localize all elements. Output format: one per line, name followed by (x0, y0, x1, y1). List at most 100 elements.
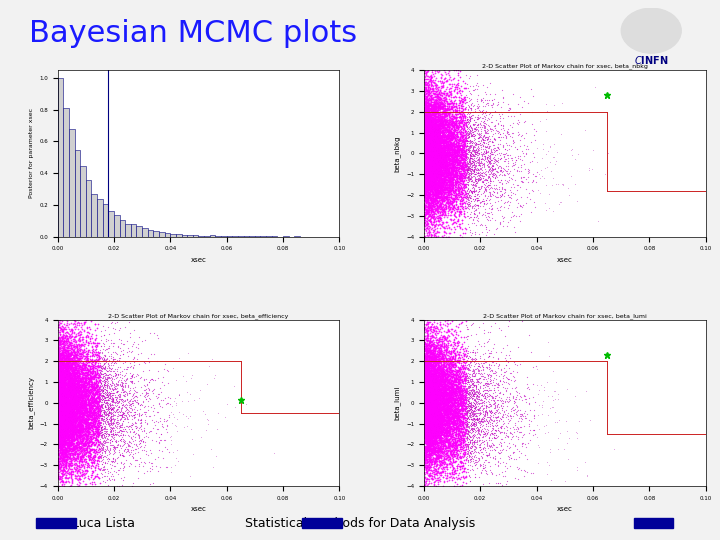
Point (422, 346, 433, 354)
Point (79, 449, 91, 458)
Point (61, 362, 73, 370)
Point (441, 105, 453, 113)
Point (461, 417, 472, 426)
Point (420, 146, 431, 155)
Point (431, 168, 442, 177)
Point (69, 422, 81, 431)
Point (481, 126, 492, 135)
Point (430, 123, 441, 132)
Point (67, 397, 78, 406)
Point (173, 390, 184, 399)
Point (448, 400, 459, 408)
Point (474, 167, 486, 176)
Point (420, 405, 432, 414)
Point (451, 437, 462, 446)
Point (418, 91, 430, 100)
Point (426, 361, 438, 369)
Point (434, 388, 446, 396)
Point (80, 392, 91, 401)
Point (471, 388, 482, 396)
Point (439, 389, 451, 398)
Point (102, 428, 113, 437)
Point (430, 122, 441, 131)
Point (444, 396, 455, 405)
Point (68, 420, 80, 429)
Point (469, 407, 480, 416)
Point (421, 112, 433, 120)
Point (457, 162, 469, 171)
Point (58, 370, 70, 379)
Point (424, 104, 436, 113)
Point (88, 441, 99, 449)
Point (54, 339, 66, 347)
Point (426, 388, 437, 397)
Point (423, 426, 435, 434)
Point (431, 413, 443, 421)
Point (430, 437, 441, 446)
Point (70, 447, 81, 456)
Point (63, 374, 75, 383)
Point (431, 426, 442, 434)
Point (421, 167, 433, 176)
Point (56, 423, 68, 431)
Point (63, 328, 74, 337)
Point (268, 449, 279, 457)
Point (425, 357, 436, 366)
Point (433, 420, 445, 429)
Point (467, 353, 478, 362)
Point (440, 95, 451, 104)
Point (90, 403, 102, 411)
Point (423, 181, 435, 190)
Point (424, 141, 436, 150)
Point (449, 107, 460, 116)
Point (78, 418, 89, 427)
Point (446, 436, 458, 444)
Point (434, 383, 446, 392)
Point (450, 164, 462, 173)
Point (89, 444, 100, 453)
Point (432, 438, 444, 447)
Point (419, 159, 431, 167)
Point (438, 102, 450, 110)
Point (73, 362, 85, 370)
Point (61, 422, 73, 431)
Point (60, 400, 71, 408)
Point (55, 374, 66, 382)
Point (419, 377, 431, 386)
Point (431, 409, 442, 418)
Point (450, 133, 462, 142)
Point (428, 343, 440, 352)
Point (449, 359, 461, 368)
Point (437, 368, 449, 376)
Point (420, 385, 432, 394)
Point (91, 400, 103, 408)
Point (424, 205, 436, 214)
Point (55, 354, 67, 363)
Point (428, 381, 440, 390)
Point (430, 437, 441, 445)
Point (493, 403, 505, 411)
Point (67, 384, 78, 393)
Point (448, 145, 459, 153)
Point (454, 375, 466, 383)
Point (58, 429, 70, 437)
Point (89, 417, 101, 426)
Point (448, 141, 459, 150)
Point (71, 397, 83, 406)
Point (150, 437, 162, 445)
Point (421, 186, 433, 195)
Point (424, 405, 436, 414)
Point (435, 394, 446, 402)
Point (86, 382, 98, 390)
Point (489, 446, 500, 455)
Point (462, 130, 473, 139)
Point (85, 376, 96, 384)
Point (431, 172, 443, 181)
Point (449, 444, 461, 453)
Point (421, 174, 433, 183)
Point (449, 137, 460, 145)
Point (56, 384, 68, 393)
Point (436, 160, 447, 169)
Point (437, 443, 449, 452)
Point (451, 386, 462, 395)
